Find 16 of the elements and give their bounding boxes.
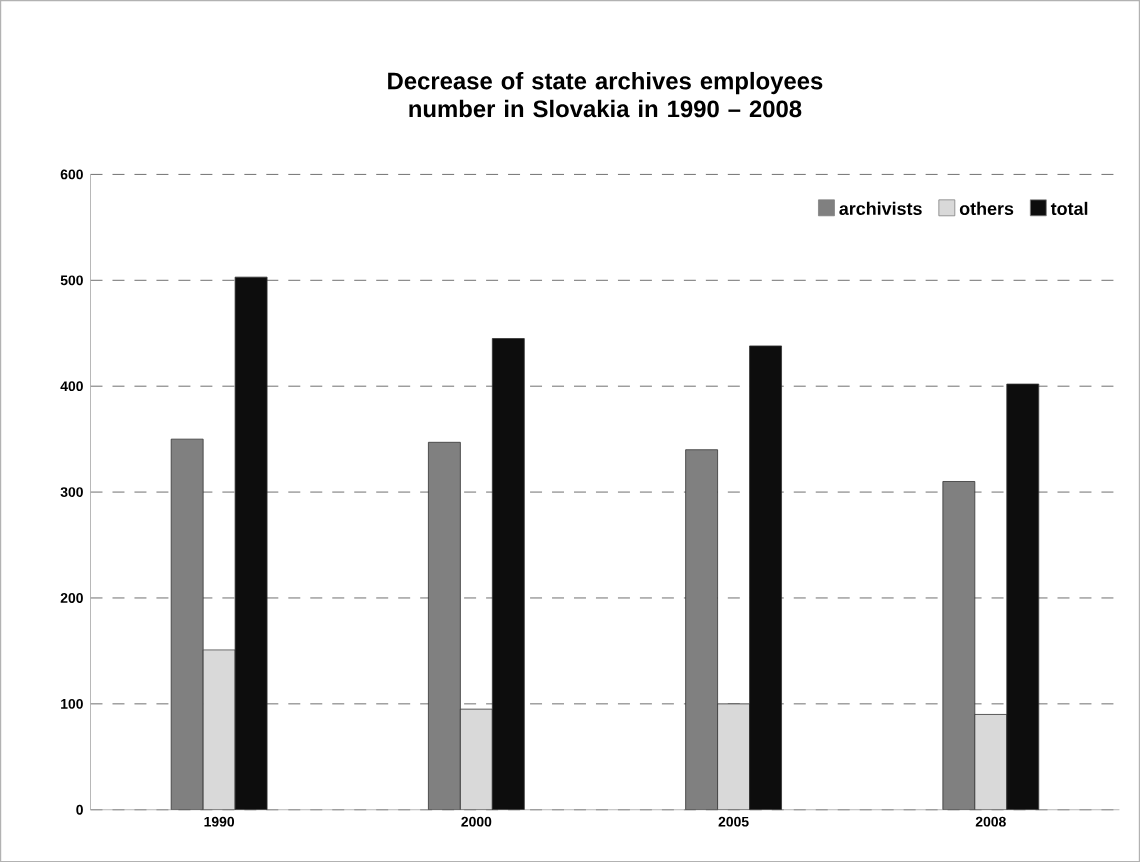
bar xyxy=(234,276,268,810)
bar xyxy=(942,480,976,810)
legend-label: total xyxy=(1050,201,1088,215)
bar xyxy=(1006,383,1040,810)
bar xyxy=(685,449,718,810)
bar xyxy=(749,345,782,810)
chart-title: Decrease of state archives employees number in Slovakia in 1990 – 2008 xyxy=(388,71,823,118)
bar xyxy=(717,703,750,810)
bar xyxy=(170,438,204,810)
bar xyxy=(491,338,525,810)
bar xyxy=(459,708,493,810)
bar xyxy=(974,713,1008,810)
bar xyxy=(202,649,236,810)
legend-label: archivists xyxy=(839,201,922,215)
legend-label: others xyxy=(959,201,1014,215)
bar xyxy=(428,441,461,810)
